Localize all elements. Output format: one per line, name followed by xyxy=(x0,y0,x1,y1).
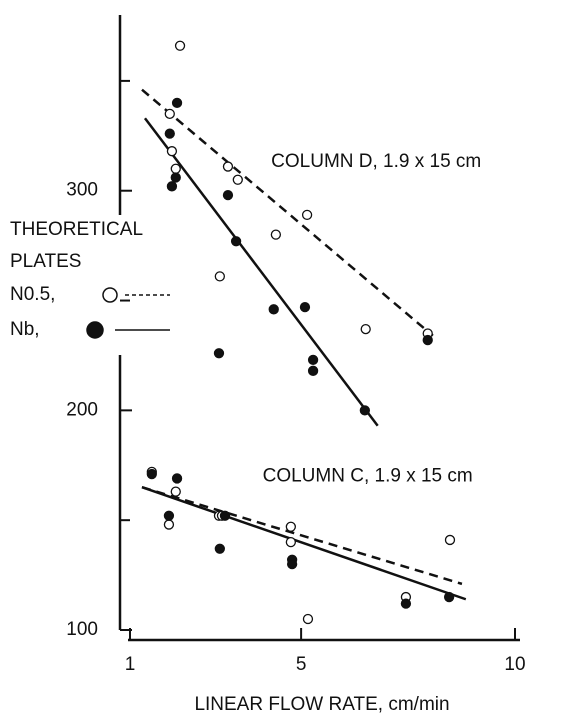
point xyxy=(285,536,296,548)
x-tick-label: 5 xyxy=(296,654,307,675)
point xyxy=(232,174,243,185)
point xyxy=(400,598,412,609)
point xyxy=(166,181,178,192)
annotation: COLUMN D, 1.9 x 15 cm xyxy=(271,151,481,172)
fit-line xyxy=(141,88,434,337)
point xyxy=(163,510,175,521)
y-tick-label: 300 xyxy=(66,180,98,201)
point xyxy=(422,334,433,346)
point xyxy=(301,209,313,221)
annotation: COLUMN C, 1.9 x 15 cm xyxy=(263,465,473,486)
point xyxy=(214,543,225,554)
point xyxy=(286,558,298,570)
x-tick-label: 1 xyxy=(125,654,136,675)
legend-marker xyxy=(102,287,118,303)
point xyxy=(302,613,314,625)
point xyxy=(359,405,371,416)
point xyxy=(171,97,183,109)
point xyxy=(230,236,242,247)
legend-label: N0.5, xyxy=(10,284,55,305)
point xyxy=(268,304,279,315)
x-label: LINEAR FLOW RATE, cm/min xyxy=(194,694,449,715)
point xyxy=(170,172,181,183)
point xyxy=(360,323,371,335)
point xyxy=(164,128,175,139)
point xyxy=(146,468,157,480)
point xyxy=(270,229,282,240)
point xyxy=(170,163,181,174)
fit-line xyxy=(141,486,463,586)
y-label: PLATES xyxy=(10,251,81,272)
fit-line xyxy=(141,486,467,601)
point xyxy=(307,354,319,365)
legend-marker xyxy=(86,321,104,339)
y-tick-label: 200 xyxy=(66,399,98,420)
point xyxy=(444,534,456,546)
point xyxy=(166,146,178,157)
point xyxy=(214,271,225,282)
point xyxy=(299,301,311,313)
point xyxy=(163,519,175,530)
point xyxy=(171,473,183,484)
point xyxy=(222,189,234,201)
y-tick-label: 100 xyxy=(66,619,98,640)
point xyxy=(164,108,175,119)
legend-label: Nb, xyxy=(10,319,40,340)
x-tick-label: 10 xyxy=(504,654,525,675)
y-label: THEORETICAL xyxy=(10,219,143,240)
point xyxy=(174,40,186,51)
fit-line xyxy=(143,117,379,427)
point xyxy=(219,510,231,521)
point xyxy=(307,365,319,376)
point xyxy=(170,486,181,497)
point xyxy=(222,161,234,172)
point xyxy=(213,348,225,359)
point xyxy=(443,591,455,603)
point xyxy=(285,521,296,532)
